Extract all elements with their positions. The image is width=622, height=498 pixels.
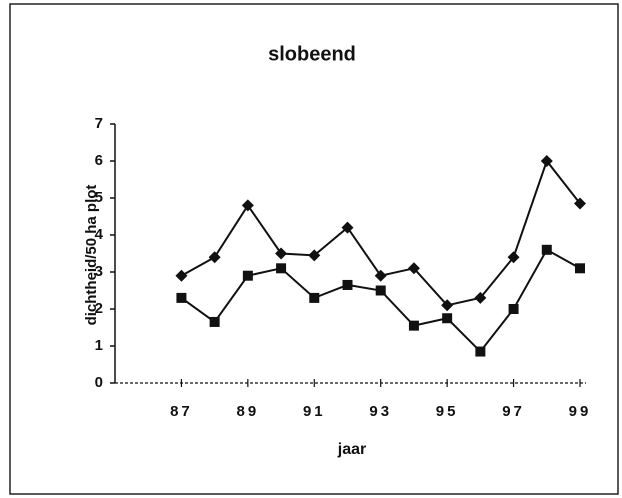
square-marker — [276, 263, 287, 274]
y-axis-label: dichtheid/50 ha plot — [83, 185, 100, 326]
x-axis-label: jaar — [337, 441, 366, 458]
y-tick-label: 4 — [95, 226, 104, 243]
square-marker — [342, 279, 353, 290]
square-marker — [309, 292, 320, 303]
diamond-marker — [208, 251, 221, 264]
diamond-marker — [341, 221, 354, 234]
y-tick-label: 3 — [95, 263, 103, 280]
square-marker — [575, 263, 585, 274]
x-tick-label: 95 — [436, 403, 459, 420]
y-tick-label: 2 — [95, 300, 103, 317]
series-line — [180, 248, 581, 354]
diamond-marker — [540, 155, 553, 167]
y-tick-label: 7 — [95, 115, 103, 132]
y-tick-label: 6 — [95, 152, 103, 169]
diamond-marker — [175, 269, 188, 282]
diamond-marker — [507, 251, 520, 264]
square-marker — [508, 304, 519, 314]
y-tick-label: 5 — [95, 189, 103, 206]
frame — [9, 3, 619, 495]
x-tick-label: 91 — [303, 403, 326, 420]
square-marker — [541, 244, 552, 255]
square-marker — [475, 346, 486, 357]
diamond-marker — [474, 291, 487, 304]
x-tick-label: 99 — [569, 403, 592, 420]
square-marker — [408, 320, 419, 331]
diamond-marker — [308, 249, 321, 262]
square-marker — [209, 316, 220, 327]
square-marker — [375, 285, 386, 296]
x-tick-label: 97 — [502, 403, 525, 420]
square-marker — [442, 313, 453, 324]
y-tick-label: 1 — [95, 337, 103, 354]
square-marker — [242, 270, 253, 281]
diamond-marker — [374, 269, 387, 282]
diamond-marker — [275, 247, 288, 260]
chart-title: slobeend — [268, 43, 356, 65]
x-tick-label: 93 — [369, 403, 392, 420]
square-marker — [176, 292, 187, 303]
diamond-marker — [407, 262, 420, 275]
x-tick-label: 87 — [170, 403, 193, 420]
diamond-marker — [241, 199, 254, 212]
y-tick-label: 0 — [95, 374, 103, 391]
diamond-marker — [574, 197, 586, 210]
x-tick-label: 89 — [237, 403, 260, 420]
diamond-marker — [441, 299, 454, 312]
